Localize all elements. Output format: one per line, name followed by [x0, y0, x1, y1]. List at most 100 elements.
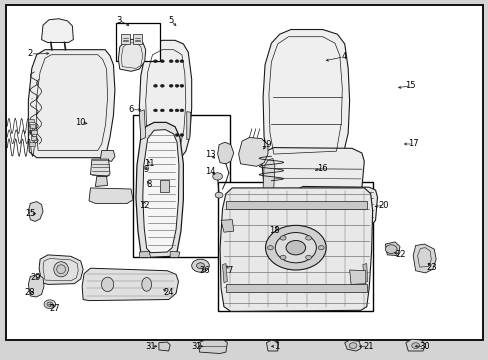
- Polygon shape: [263, 30, 349, 161]
- Text: 7: 7: [227, 266, 232, 275]
- Polygon shape: [238, 138, 267, 166]
- Text: 16: 16: [317, 164, 327, 173]
- Text: 10: 10: [75, 118, 86, 127]
- Circle shape: [160, 60, 164, 63]
- Text: 14: 14: [204, 166, 215, 175]
- Bar: [31, 130, 37, 134]
- Text: 17: 17: [407, 139, 418, 148]
- Polygon shape: [136, 122, 183, 257]
- Polygon shape: [41, 19, 73, 42]
- Bar: [225, 284, 366, 292]
- Polygon shape: [170, 251, 180, 257]
- Text: 13: 13: [204, 150, 215, 159]
- Circle shape: [169, 60, 173, 63]
- Circle shape: [47, 302, 53, 306]
- Text: 2: 2: [28, 49, 33, 58]
- Polygon shape: [198, 340, 227, 354]
- Text: 18: 18: [269, 226, 280, 235]
- Polygon shape: [349, 270, 365, 284]
- Polygon shape: [261, 148, 364, 196]
- Polygon shape: [405, 339, 425, 351]
- Circle shape: [265, 225, 325, 270]
- Polygon shape: [95, 176, 107, 186]
- Bar: [133, 115, 229, 257]
- Circle shape: [175, 60, 179, 63]
- Circle shape: [153, 84, 157, 87]
- Polygon shape: [39, 255, 83, 284]
- Polygon shape: [89, 188, 133, 203]
- Text: 6: 6: [128, 105, 133, 114]
- Text: 12: 12: [139, 201, 149, 210]
- Circle shape: [212, 173, 222, 180]
- Circle shape: [318, 246, 324, 250]
- Text: 28: 28: [24, 288, 35, 297]
- Polygon shape: [266, 340, 278, 351]
- Bar: [116, 23, 160, 61]
- Ellipse shape: [102, 277, 113, 292]
- Text: 24: 24: [163, 288, 174, 297]
- Circle shape: [160, 84, 164, 87]
- Bar: [28, 119, 34, 122]
- Ellipse shape: [57, 265, 65, 274]
- Polygon shape: [28, 274, 44, 297]
- Circle shape: [385, 245, 396, 253]
- Bar: [217, 182, 372, 311]
- Polygon shape: [186, 112, 190, 140]
- Polygon shape: [139, 110, 145, 140]
- Polygon shape: [295, 186, 377, 228]
- Circle shape: [348, 343, 356, 348]
- Polygon shape: [159, 342, 170, 351]
- Text: 4: 4: [341, 52, 346, 61]
- Polygon shape: [344, 340, 360, 351]
- Circle shape: [180, 134, 183, 136]
- Text: 11: 11: [143, 159, 154, 168]
- Text: 20: 20: [378, 201, 388, 210]
- Circle shape: [180, 84, 183, 87]
- Polygon shape: [139, 40, 191, 158]
- Circle shape: [285, 240, 305, 255]
- Text: 23: 23: [425, 264, 436, 272]
- Text: 31: 31: [145, 342, 156, 351]
- Circle shape: [267, 246, 273, 250]
- Text: 3: 3: [116, 15, 121, 24]
- Text: 1: 1: [273, 342, 278, 351]
- Bar: [160, 180, 169, 192]
- Polygon shape: [142, 130, 179, 253]
- Text: 30: 30: [418, 342, 429, 351]
- Text: 32: 32: [191, 342, 202, 351]
- Circle shape: [411, 343, 419, 348]
- Polygon shape: [90, 159, 110, 176]
- Polygon shape: [221, 220, 233, 232]
- Circle shape: [153, 134, 157, 136]
- Text: 29: 29: [30, 274, 41, 282]
- Text: 8: 8: [146, 180, 151, 189]
- Circle shape: [180, 60, 183, 63]
- Circle shape: [275, 233, 316, 263]
- Circle shape: [305, 236, 311, 240]
- Polygon shape: [100, 150, 115, 161]
- Polygon shape: [217, 142, 233, 164]
- Circle shape: [169, 134, 173, 136]
- Text: 5: 5: [168, 16, 173, 25]
- Circle shape: [175, 109, 179, 112]
- Polygon shape: [28, 50, 115, 158]
- Polygon shape: [118, 39, 145, 71]
- Polygon shape: [220, 188, 372, 311]
- Circle shape: [191, 259, 209, 272]
- Polygon shape: [139, 251, 150, 257]
- Circle shape: [169, 84, 173, 87]
- Bar: [29, 142, 35, 146]
- Text: 19: 19: [261, 140, 271, 149]
- Circle shape: [175, 84, 179, 87]
- Ellipse shape: [54, 262, 68, 277]
- Text: 21: 21: [362, 342, 373, 351]
- Circle shape: [160, 109, 164, 112]
- Polygon shape: [385, 242, 399, 256]
- Circle shape: [169, 109, 173, 112]
- Bar: [225, 201, 366, 209]
- Circle shape: [280, 236, 285, 240]
- Polygon shape: [412, 244, 435, 273]
- Polygon shape: [82, 268, 178, 301]
- Bar: [121, 34, 130, 44]
- Circle shape: [215, 192, 223, 198]
